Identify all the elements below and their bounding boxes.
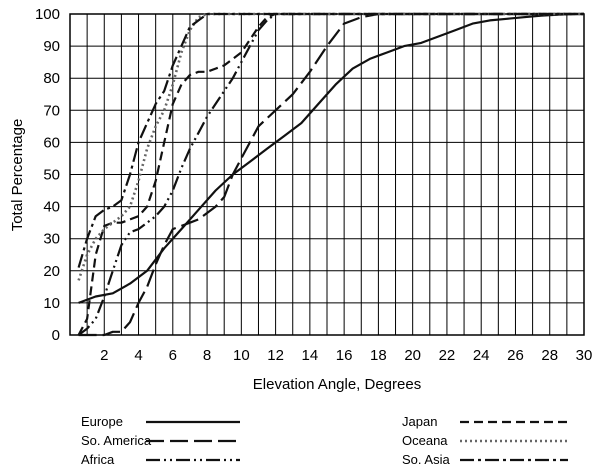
chart-tick-labels: 2 4 6 8 10 12 14 16 18 20 22 24 26 28 3001020304050607…: [35, 6, 592, 364]
series-line-oceana: [77, 12, 584, 281]
x-tick-label: 22: [439, 347, 456, 364]
legend-label: Europe: [81, 414, 123, 429]
series-line-so-america: [78, 12, 584, 337]
legend-label: Japan: [402, 414, 437, 429]
x-tick-label: 16: [336, 347, 353, 364]
x-tick-label: 8: [203, 347, 211, 364]
series-line-europe: [78, 12, 584, 304]
x-tick-label: 18: [370, 347, 387, 364]
x-tick-label: 4: [134, 347, 142, 364]
chart-grid: [69, 13, 585, 336]
x-tick-label: 30: [576, 347, 593, 364]
legend-label: So. America: [81, 433, 152, 448]
x-tick-label: 12: [267, 347, 284, 364]
y-axis-title: Total Percentage: [9, 119, 26, 232]
legend-label: Africa: [81, 452, 115, 467]
x-tick-label: 6: [169, 347, 177, 364]
y-tick-label: 40: [43, 199, 60, 216]
x-tick-label: 28: [541, 347, 558, 364]
x-tick-label: 26: [507, 347, 524, 364]
y-tick-label: 20: [43, 263, 60, 280]
legend-label: Oceana: [402, 433, 448, 448]
y-tick-label: 30: [43, 231, 60, 248]
x-tick-label: 14: [302, 347, 319, 364]
chart-series: [77, 12, 584, 337]
y-tick-label: 100: [35, 6, 60, 23]
series-line-africa: [77, 12, 584, 336]
legend-label: So. Asia: [402, 452, 450, 467]
series-line-so-asia: [77, 12, 584, 268]
y-tick-label: 10: [43, 295, 60, 312]
y-tick-label: 0: [52, 327, 60, 344]
x-tick-label: 20: [404, 347, 421, 364]
y-tick-label: 80: [43, 70, 60, 87]
y-tick-label: 70: [43, 102, 60, 119]
chart-legend: Europe So. America Africa Japan Oceana So. As…: [81, 414, 568, 467]
y-tick-label: 50: [43, 167, 60, 184]
x-tick-label: 10: [233, 347, 250, 364]
y-tick-label: 90: [43, 38, 60, 55]
x-tick-label: 2: [100, 347, 108, 364]
y-tick-label: 60: [43, 134, 60, 151]
x-axis-title: Elevation Angle, Degrees: [253, 376, 421, 393]
x-tick-label: 24: [473, 347, 490, 364]
